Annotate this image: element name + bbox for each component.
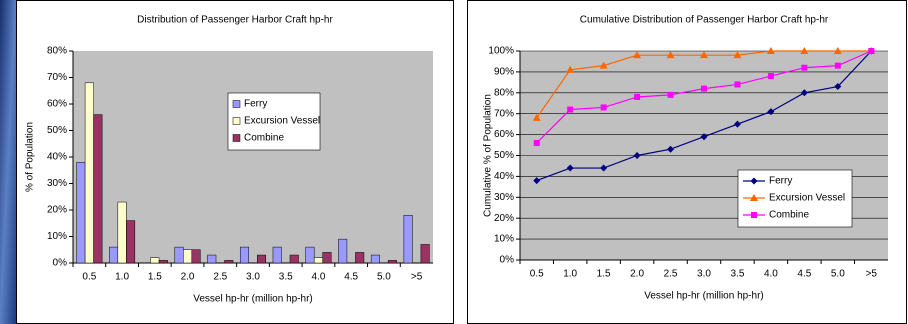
bar	[159, 260, 168, 263]
bar	[183, 250, 192, 263]
y-axis-label: Cumulative % of Population	[483, 94, 494, 217]
y-tick-label: 30%	[494, 192, 514, 203]
bar	[94, 115, 103, 263]
bar	[118, 202, 127, 263]
marker	[868, 48, 874, 54]
bar	[290, 255, 299, 263]
x-tick-label: 3.0	[246, 272, 260, 283]
x-axis-label: Vessel hp-hr (million hp-hr)	[644, 291, 764, 302]
x-tick-label: 3.5	[731, 269, 745, 280]
x-tick-label: 2.0	[181, 272, 195, 283]
x-tick-label: 2.5	[213, 272, 227, 283]
x-tick-label: >5	[866, 269, 878, 280]
bar	[151, 258, 160, 263]
legend-label: Combine	[769, 210, 809, 221]
legend-label: Ferry	[244, 99, 267, 110]
x-tick-label: 2.0	[630, 269, 644, 280]
x-tick-label: 1.5	[597, 269, 611, 280]
bar	[338, 239, 347, 263]
bar	[371, 255, 380, 263]
y-tick-label: 60%	[494, 129, 514, 140]
marker	[668, 92, 674, 98]
legend-swatch	[233, 101, 240, 108]
legend-label: Excursion Vessel	[244, 116, 320, 127]
legend-swatch	[233, 118, 240, 125]
bar	[323, 252, 332, 263]
marker	[801, 65, 807, 71]
y-tick-label: 80%	[494, 87, 514, 98]
bar	[306, 247, 315, 263]
x-tick-label: 4.0	[764, 269, 778, 280]
legend-label: Excursion Vessel	[769, 193, 845, 204]
x-tick-label: 2.5	[664, 269, 678, 280]
y-tick-label: 50%	[494, 150, 514, 161]
bar	[421, 244, 430, 263]
y-tick-label: 10%	[47, 231, 67, 242]
y-tick-label: 30%	[47, 178, 67, 189]
marker	[634, 94, 640, 100]
bar	[175, 247, 184, 263]
marker	[601, 104, 607, 110]
x-tick-label: 0.5	[530, 269, 544, 280]
x-axis-label: Vessel hp-hr (million hp-hr)	[193, 294, 313, 305]
backdrop	[0, 0, 16, 324]
x-tick-label: 1.0	[563, 269, 577, 280]
marker	[567, 107, 573, 113]
marker	[734, 81, 740, 87]
bar	[273, 247, 282, 263]
x-tick-label: 4.5	[797, 269, 811, 280]
chart-title: Distribution of Passenger Harbor Craft h…	[137, 15, 333, 26]
y-tick-label: 0%	[53, 258, 68, 269]
x-tick-label: 4.0	[312, 272, 326, 283]
bar	[240, 247, 249, 263]
screen: Distribution of Passenger Harbor Craft h…	[0, 0, 908, 324]
x-tick-label: 3.0	[697, 269, 711, 280]
bar	[77, 162, 86, 263]
y-tick-label: 60%	[47, 99, 67, 110]
bar	[404, 215, 413, 263]
x-tick-label: 0.5	[82, 272, 96, 283]
bar	[208, 255, 217, 263]
y-tick-label: 50%	[47, 125, 67, 136]
marker	[701, 86, 707, 92]
legend-swatch	[233, 135, 240, 142]
y-axis-label: % of Population	[25, 122, 36, 192]
marker	[534, 140, 540, 146]
legend-label: Ferry	[769, 176, 792, 187]
legend-label: Combine	[244, 133, 284, 144]
bar	[257, 255, 266, 263]
bar	[192, 250, 201, 263]
bar	[126, 221, 135, 263]
bar	[355, 252, 364, 263]
bar	[225, 260, 234, 263]
x-tick-label: 3.5	[279, 272, 293, 283]
x-tick-label: 5.0	[831, 269, 845, 280]
x-tick-label: >5	[411, 272, 423, 283]
bar	[388, 260, 397, 263]
x-tick-label: 5.0	[377, 272, 391, 283]
y-tick-label: 80%	[47, 46, 67, 57]
y-tick-label: 10%	[494, 234, 514, 245]
bar	[85, 83, 94, 263]
x-tick-label: 4.5	[344, 272, 358, 283]
y-tick-label: 40%	[47, 152, 67, 163]
y-tick-label: 100%	[488, 46, 514, 57]
y-tick-label: 40%	[494, 171, 514, 182]
y-tick-label: 70%	[494, 108, 514, 119]
chart-title: Cumulative Distribution of Passenger Har…	[580, 15, 829, 26]
marker	[835, 63, 841, 69]
y-tick-label: 90%	[494, 67, 514, 78]
x-tick-label: 1.5	[148, 272, 162, 283]
marker	[751, 212, 757, 218]
bar	[314, 258, 323, 263]
bar	[109, 247, 118, 263]
y-tick-label: 0%	[500, 255, 515, 266]
x-tick-label: 1.0	[115, 272, 129, 283]
marker	[768, 73, 774, 79]
y-tick-label: 20%	[47, 205, 67, 216]
y-tick-label: 70%	[47, 72, 67, 83]
y-tick-label: 20%	[494, 213, 514, 224]
